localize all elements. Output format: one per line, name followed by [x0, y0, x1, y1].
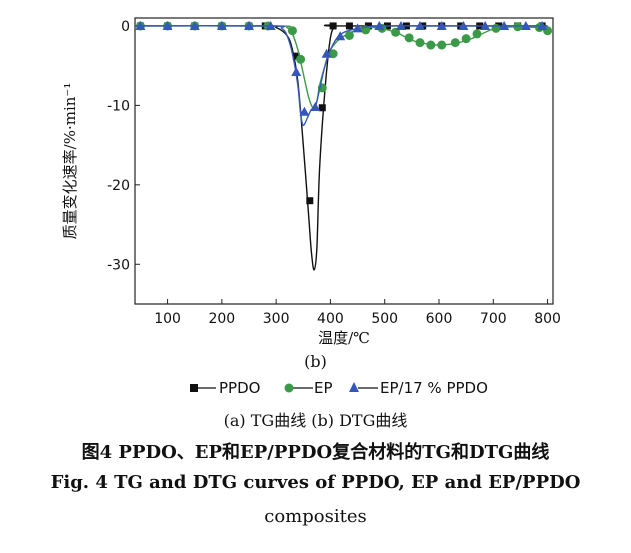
data-point-ep-ppdo — [162, 20, 173, 30]
figure-caption-english-continued: composites — [264, 506, 367, 527]
plot-frame — [134, 17, 554, 305]
y-axis-label: 质量变化速率/%·min⁻¹ — [61, 83, 79, 240]
data-point-ep — [472, 29, 482, 39]
data-point-ep-ppdo — [480, 20, 491, 30]
data-point-ep-ppdo — [335, 31, 346, 41]
series-layer — [134, 20, 553, 271]
x-tick-label: 500 — [371, 311, 398, 327]
legend: PPDO EP EP/17 % PPDO — [0, 379, 631, 397]
figure-caption-chinese: 图4 PPDO、EP和EP/PPDO复合材料的TG和DTG曲线 — [81, 442, 550, 463]
data-point-ppdo — [306, 197, 314, 205]
data-point-ep-ppdo — [415, 20, 425, 30]
subcaption: (a) TG曲线 (b) DTG曲线 — [223, 411, 408, 430]
legend-label-ppdo: PPDO — [219, 379, 261, 397]
data-point-ep — [328, 49, 338, 59]
data-point-ep-ppdo — [458, 20, 469, 30]
y-tick-label: 0 — [121, 19, 130, 35]
legend-swatch-ep-ppdo — [349, 382, 378, 392]
panel-label: (b) — [304, 352, 327, 371]
series-line-0 — [134, 24, 548, 271]
data-point-ep-ppdo — [265, 20, 276, 30]
data-point-ep-ppdo — [499, 20, 510, 30]
figure-caption-english: Fig. 4 TG and DTG curves of PPDO, EP and… — [50, 472, 581, 493]
data-point-ep-ppdo — [396, 20, 406, 30]
data-point-ep — [513, 22, 523, 32]
x-tick-label: 700 — [480, 311, 507, 327]
data-point-ep-ppdo — [189, 20, 200, 30]
x-axis-label: 温度/℃ — [318, 329, 370, 347]
legend-label-ep: EP — [314, 379, 333, 397]
legend-swatch-ep — [284, 383, 313, 393]
axis-ticks: 100 200 300 400 500 600 700 800 0 -10 -20 -30 — [107, 19, 561, 327]
data-point-ep-ppdo — [299, 106, 310, 116]
y-tick-label: -30 — [107, 257, 130, 273]
data-point-ep — [461, 34, 471, 44]
data-point-ep-ppdo — [216, 20, 227, 30]
data-point-ep-ppdo — [352, 23, 363, 33]
legend-swatch-ppdo — [190, 384, 216, 392]
data-point-ep — [404, 33, 414, 43]
x-tick-label: 400 — [317, 311, 344, 327]
data-point-ep-ppdo — [135, 20, 146, 30]
data-point-ep — [415, 38, 425, 48]
data-point-ep — [287, 26, 297, 36]
data-point-ep — [296, 54, 306, 64]
data-point-ep — [391, 27, 401, 37]
data-point-ep-ppdo — [520, 20, 531, 30]
data-point-ppdo — [318, 104, 326, 112]
data-point-ppdo — [292, 52, 300, 60]
legend-label-ep-ppdo: EP/17 % PPDO — [380, 379, 488, 397]
y-tick-label: -20 — [107, 178, 130, 194]
dtg-chart: 100 200 300 400 500 600 700 800 0 -10 -20 -30 质量变化速… — [61, 17, 561, 347]
data-point-ep — [426, 40, 436, 50]
x-tick-label: 100 — [154, 311, 181, 327]
data-point-ep — [491, 23, 501, 33]
data-point-ppdo — [364, 22, 372, 30]
series-line-2 — [134, 25, 548, 126]
data-point-ep-ppdo — [374, 20, 385, 30]
data-point-ep — [344, 30, 354, 40]
data-point-ep — [437, 40, 447, 50]
data-point-ep-ppdo — [321, 48, 332, 58]
data-point-ppdo — [329, 22, 337, 30]
data-point-ep-ppdo — [244, 20, 254, 30]
data-point-ep-ppdo — [310, 101, 321, 111]
y-tick-label: -10 — [107, 98, 130, 114]
data-point-ep-ppdo — [291, 67, 302, 77]
data-point-ep-ppdo — [537, 20, 548, 30]
x-tick-label: 600 — [426, 311, 453, 327]
data-point-ep — [450, 38, 460, 48]
x-tick-label: 200 — [208, 311, 235, 327]
data-point-ppdo — [345, 22, 353, 30]
data-point-ep-ppdo — [436, 20, 447, 30]
x-tick-label: 300 — [263, 311, 290, 327]
x-tick-label: 800 — [534, 311, 561, 327]
